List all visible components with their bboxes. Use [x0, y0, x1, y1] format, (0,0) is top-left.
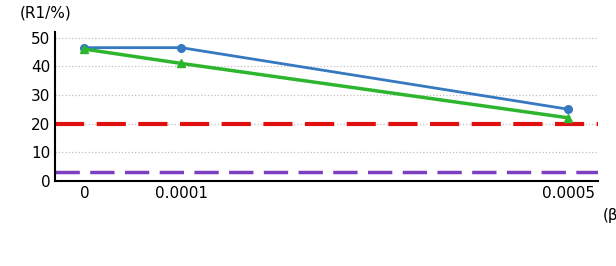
Text: (β): (β): [603, 208, 616, 223]
Text: (R1/%): (R1/%): [20, 5, 72, 20]
